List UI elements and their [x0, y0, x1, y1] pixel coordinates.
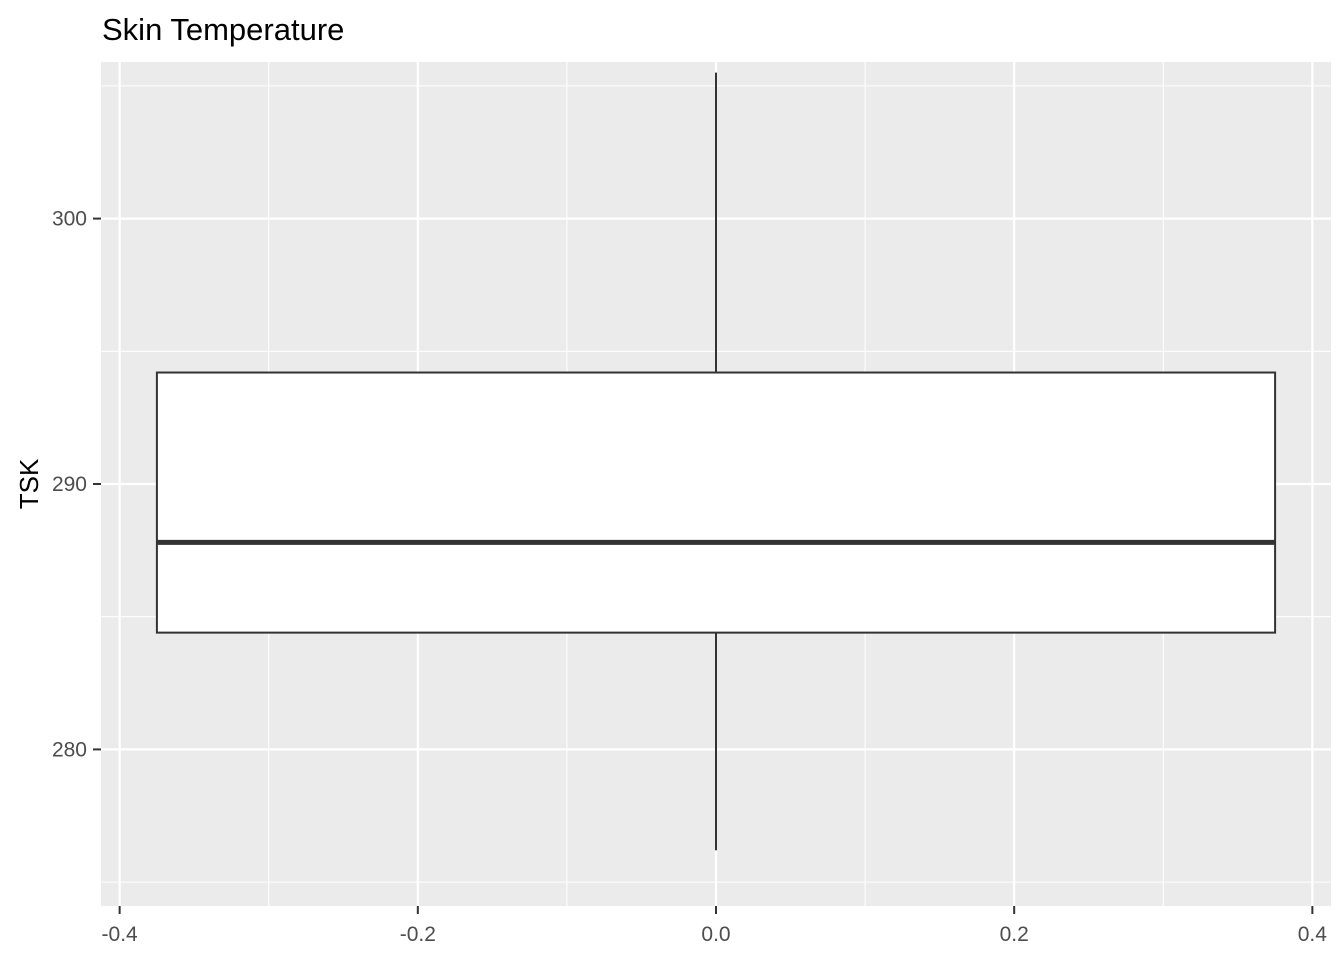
- chart-title: Skin Temperature: [102, 12, 344, 47]
- x-tick-label: -0.2: [400, 923, 436, 946]
- y-tick-label: 300: [52, 208, 87, 231]
- x-tick-label: 0.2: [1000, 923, 1029, 946]
- y-axis-label: TSK: [14, 458, 44, 509]
- y-tick-label: 290: [52, 473, 87, 496]
- x-axis-ticks: -0.4 -0.2 0.0 0.2 0.4: [102, 906, 1328, 946]
- x-tick-label: -0.4: [102, 923, 139, 946]
- x-tick-label: 0.4: [1298, 923, 1328, 946]
- iqr-box: [155, 371, 1277, 634]
- y-axis-ticks: 280 290 300: [52, 208, 101, 761]
- boxplot: [155, 72, 1277, 851]
- y-tick-label: 280: [52, 738, 87, 761]
- x-tick-label: 0.0: [701, 923, 730, 946]
